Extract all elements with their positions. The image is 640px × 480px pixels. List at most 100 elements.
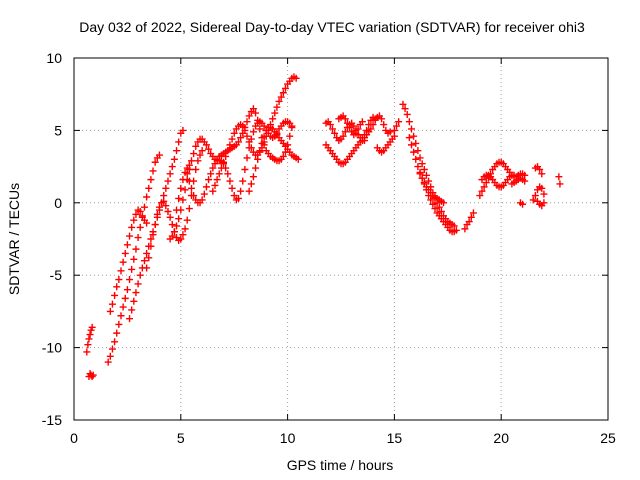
data-point-marker [147, 242, 155, 250]
data-point-marker [395, 118, 403, 126]
data-point-marker [106, 352, 114, 360]
data-point-marker [241, 165, 249, 173]
data-point-marker [143, 219, 151, 227]
data-point-marker [531, 192, 539, 200]
data-point-marker [190, 150, 198, 158]
data-point-marker [196, 151, 204, 159]
data-point-marker [170, 155, 178, 163]
plot-frame [73, 57, 609, 421]
data-point-marker [403, 110, 411, 118]
data-point-marker [86, 331, 94, 339]
data-point-marker [170, 228, 178, 236]
data-point-marker [177, 235, 185, 243]
data-point-marker [209, 164, 217, 172]
data-point-marker [339, 132, 347, 140]
data-point-marker [536, 165, 544, 173]
series-arc-3 [104, 151, 163, 366]
data-point-marker [187, 184, 195, 192]
data-point-marker [190, 192, 198, 200]
data-point-marker [130, 255, 138, 263]
data-point-marker [271, 109, 279, 117]
data-point-marker [162, 202, 170, 210]
x-axis-label: GPS time / hours [287, 457, 394, 473]
data-point-marker [140, 257, 148, 265]
data-point-marker [410, 148, 418, 156]
series-arc-1 [85, 370, 97, 381]
series-arc-11 [173, 161, 193, 214]
data-point-marker [521, 177, 529, 185]
data-point-marker [175, 138, 183, 146]
x-tick-label: 5 [177, 430, 185, 446]
data-point-marker [226, 141, 234, 149]
data-point-marker [111, 291, 119, 299]
data-point-marker [179, 231, 187, 239]
data-point-marker [341, 115, 349, 123]
data-point-marker [164, 207, 172, 215]
data-point-marker [239, 122, 247, 130]
data-point-marker [164, 177, 172, 185]
data-point-marker [168, 232, 176, 240]
data-point-marker [213, 176, 221, 184]
data-point-marker [269, 115, 277, 123]
data-point-marker [126, 232, 134, 240]
data-point-marker [405, 134, 413, 142]
data-point-marker [149, 167, 157, 175]
data-point-marker [354, 125, 362, 133]
data-point-marker [249, 105, 257, 113]
data-point-marker [126, 276, 134, 284]
data-point-marker [328, 125, 336, 133]
data-point-marker [237, 187, 245, 195]
data-point-marker [510, 171, 518, 179]
data-point-marker [279, 89, 287, 97]
data-point-marker [245, 112, 253, 120]
data-point-marker [117, 312, 125, 320]
data-point-marker [160, 197, 168, 205]
data-point-marker [136, 207, 144, 215]
data-point-marker [106, 307, 114, 315]
data-point-marker [249, 128, 257, 136]
data-point-marker [224, 147, 232, 155]
data-point-marker [168, 163, 176, 171]
data-point-marker [352, 129, 360, 137]
data-point-marker [273, 103, 281, 111]
data-point-marker [175, 215, 183, 223]
data-point-marker [412, 139, 420, 147]
data-point-marker [478, 187, 486, 195]
series-arc-20 [416, 170, 448, 207]
data-point-marker [83, 348, 91, 356]
data-point-marker [555, 173, 563, 181]
data-point-marker [461, 225, 469, 233]
data-point-marker [89, 371, 97, 379]
data-point-marker [126, 315, 134, 323]
data-point-marker [241, 126, 249, 134]
data-point-marker [346, 124, 354, 132]
data-point-marker [211, 160, 219, 168]
data-point-marker [173, 222, 181, 230]
data-point-marker [194, 157, 202, 165]
series-arc-23 [478, 171, 518, 191]
series-arc-4 [106, 206, 151, 315]
data-point-marker [185, 205, 193, 213]
data-point-marker [380, 121, 388, 129]
data-point-marker [192, 142, 200, 150]
data-point-marker [173, 206, 181, 214]
data-point-marker [104, 358, 112, 366]
data-point-marker [469, 209, 477, 217]
data-point-marker [181, 186, 189, 194]
series-arc-26 [529, 183, 548, 204]
data-point-marker [288, 124, 296, 132]
data-point-marker [177, 184, 185, 192]
data-point-marker [211, 181, 219, 189]
data-point-marker [294, 155, 302, 163]
data-point-marker [256, 125, 264, 133]
data-point-marker [418, 160, 426, 168]
y-tick-label: 10 [46, 50, 62, 66]
data-point-marker [166, 170, 174, 178]
data-point-marker [414, 147, 422, 155]
data-point-marker [128, 223, 136, 231]
data-point-marker [399, 100, 407, 108]
data-point-marker [185, 177, 193, 185]
data-point-marker [173, 147, 181, 155]
data-point-marker [249, 173, 257, 181]
data-point-marker [343, 119, 351, 127]
